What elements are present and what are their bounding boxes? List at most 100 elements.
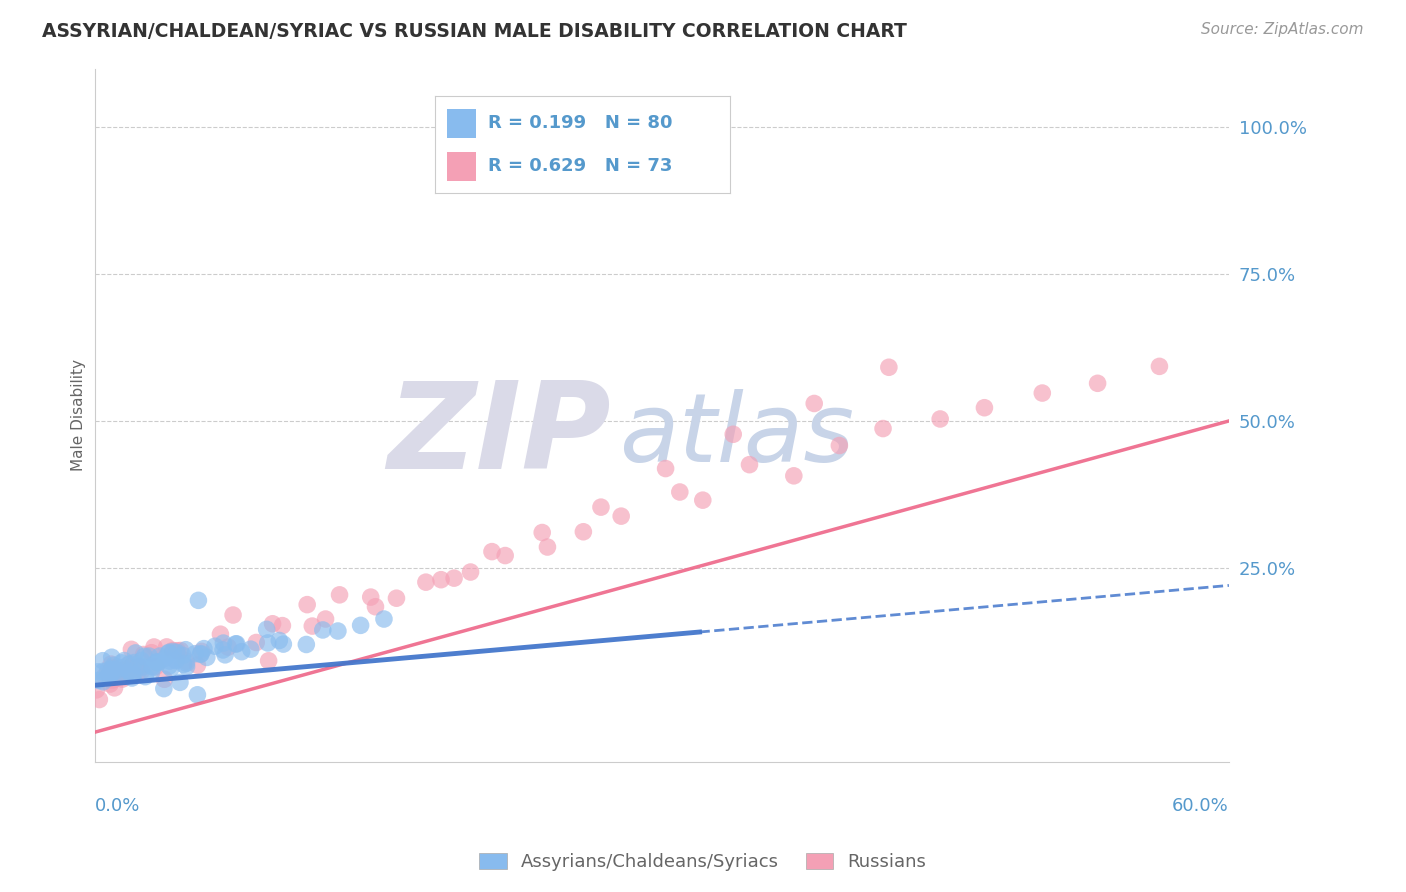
Point (103, 658, 125, 673)
Point (190, 648, 212, 662)
Point (803, 396, 825, 410)
Point (166, 643, 188, 657)
Point (141, 659, 163, 673)
Point (93, 669, 115, 683)
Point (146, 655, 169, 669)
Point (315, 612, 337, 626)
Point (225, 637, 247, 651)
Point (153, 681, 176, 696)
Point (1149, 359, 1171, 374)
Point (186, 658, 208, 673)
Point (149, 649, 172, 664)
Point (91, 674, 114, 689)
Point (118, 657, 141, 671)
Point (127, 658, 149, 673)
Point (108, 665, 131, 680)
Point (669, 485, 692, 500)
Point (145, 655, 167, 669)
Point (101, 673, 124, 688)
Point (295, 598, 318, 612)
Point (100, 666, 122, 681)
Point (174, 642, 197, 657)
Point (112, 654, 135, 668)
Point (209, 627, 232, 641)
Point (166, 645, 188, 659)
Point (110, 660, 132, 674)
Point (373, 612, 395, 626)
Point (86, 682, 108, 697)
Point (155, 651, 177, 665)
Point (138, 649, 160, 664)
Point (973, 401, 995, 415)
Point (156, 640, 179, 654)
Point (301, 619, 323, 633)
Point (328, 588, 350, 602)
Point (721, 427, 744, 442)
Y-axis label: Male Disability: Male Disability (72, 359, 86, 471)
Point (783, 468, 806, 483)
Point (360, 590, 382, 604)
Point (176, 660, 198, 674)
Point (214, 648, 236, 662)
Point (269, 633, 291, 648)
Point (100, 665, 122, 680)
Point (142, 660, 165, 674)
Point (111, 672, 134, 686)
Point (143, 640, 166, 654)
Point (828, 438, 851, 452)
Point (157, 645, 180, 659)
Point (108, 667, 131, 681)
Point (101, 663, 124, 677)
Point (494, 549, 516, 563)
Point (271, 618, 294, 632)
Point (430, 573, 453, 587)
Point (231, 645, 253, 659)
Point (110, 663, 132, 677)
Point (349, 618, 371, 632)
Text: 0.0%: 0.0% (94, 797, 141, 815)
Point (91, 654, 114, 668)
Point (97, 669, 120, 683)
Point (91, 665, 114, 679)
Point (124, 646, 146, 660)
Point (536, 540, 558, 554)
Point (110, 656, 132, 670)
Point (312, 623, 335, 637)
Point (100, 657, 122, 672)
Point (738, 458, 761, 472)
Point (132, 660, 155, 674)
Point (120, 660, 142, 674)
Point (929, 412, 952, 426)
Point (169, 643, 191, 657)
Point (239, 642, 262, 657)
Point (262, 616, 284, 631)
Point (159, 654, 181, 668)
Point (87, 673, 110, 688)
Point (128, 664, 150, 678)
Point (97, 668, 120, 682)
Point (148, 656, 170, 670)
Point (169, 675, 191, 690)
Point (364, 599, 387, 614)
Point (97, 663, 120, 677)
Text: ASSYRIAN/CHALDEAN/SYRIAC VS RUSSIAN MALE DISABILITY CORRELATION CHART: ASSYRIAN/CHALDEAN/SYRIAC VS RUSSIAN MALE… (42, 22, 907, 41)
Point (121, 671, 143, 685)
Point (531, 525, 554, 540)
Point (460, 565, 482, 579)
Point (212, 643, 235, 657)
Point (105, 664, 128, 678)
Point (145, 659, 167, 673)
Point (89, 692, 111, 706)
Point (877, 360, 900, 375)
Point (212, 636, 235, 650)
Point (692, 493, 714, 508)
Point (572, 524, 595, 539)
Point (1031, 386, 1053, 401)
Point (610, 509, 633, 524)
Point (256, 623, 278, 637)
Point (195, 650, 218, 665)
Point (385, 591, 408, 606)
Point (101, 660, 124, 674)
Point (141, 646, 163, 660)
Point (128, 659, 150, 673)
